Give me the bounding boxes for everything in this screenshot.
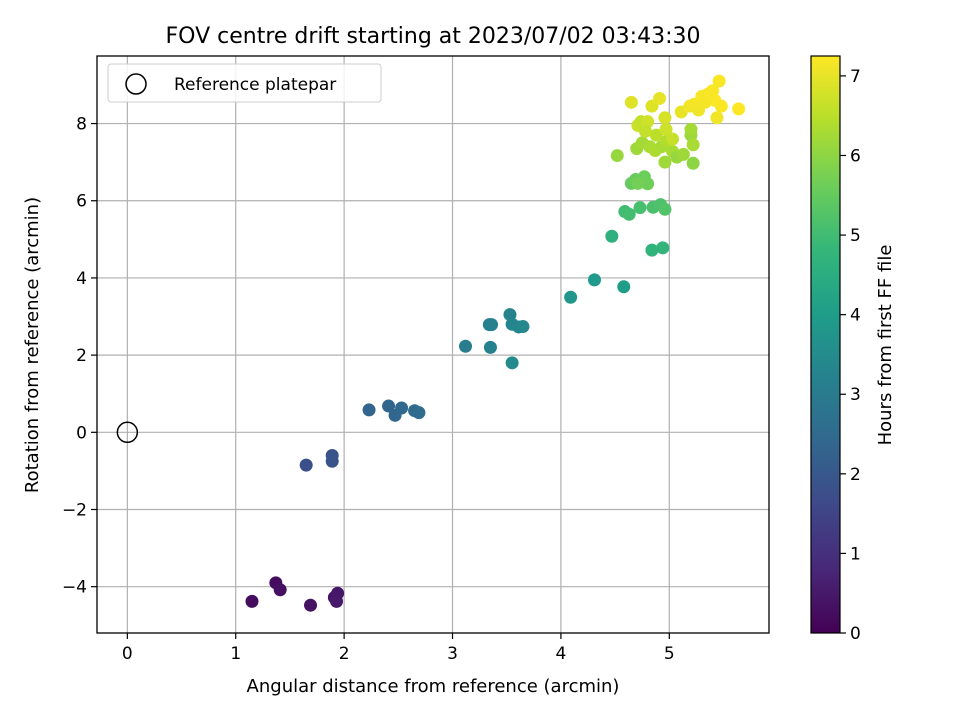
data-point [304, 598, 318, 612]
x-tick-label: 4 [555, 644, 566, 664]
colorbar-tick-label: 6 [850, 146, 861, 166]
data-point [658, 155, 672, 169]
data-point [395, 401, 409, 415]
data-point [676, 147, 690, 161]
data-point [624, 95, 638, 109]
y-tick-label: 2 [76, 346, 87, 366]
data-point [362, 403, 376, 417]
reference-point [116, 421, 139, 444]
data-point [564, 290, 578, 304]
data-point [245, 594, 259, 608]
y-tick-label: 4 [76, 269, 87, 289]
data-point [610, 149, 624, 163]
data-point [698, 95, 712, 109]
data-point [633, 201, 647, 215]
data-point [712, 74, 726, 88]
data-point [505, 356, 519, 370]
data-point [732, 102, 746, 116]
data-points [116, 74, 746, 612]
x-tick-label: 5 [664, 644, 675, 664]
data-point [649, 128, 663, 142]
y-tick-label: 0 [76, 423, 87, 443]
data-point [299, 458, 313, 472]
y-tick-label: −4 [62, 578, 87, 598]
x-axis-label: Angular distance from reference (arcmin) [247, 676, 620, 697]
data-point [617, 280, 631, 294]
data-point [622, 207, 636, 221]
colorbar-tick-label: 0 [850, 624, 861, 644]
y-tick-label: 6 [76, 192, 87, 212]
data-point [684, 122, 698, 136]
data-point [686, 138, 700, 152]
data-point [412, 406, 426, 420]
colorbar: 0 1 2 3 4 5 6 7 Hours from first FF file [810, 55, 896, 644]
colorbar-tick-label: 7 [850, 67, 861, 87]
legend-marker-reference [125, 73, 147, 95]
data-point [686, 156, 700, 170]
data-point [641, 177, 655, 191]
y-axis-ticks: −4 −2 0 2 4 6 8 [62, 115, 97, 598]
data-point [638, 124, 652, 138]
colorbar-gradient [810, 55, 841, 634]
legend-box [107, 63, 382, 103]
legend-label-reference: Reference platepar [174, 75, 336, 95]
y-axis-label: Rotation from reference (arcmin) [22, 197, 43, 493]
data-point [653, 91, 667, 105]
x-tick-label: 0 [122, 644, 133, 664]
data-point [516, 320, 530, 334]
data-point [658, 111, 672, 125]
data-point [330, 594, 344, 608]
colorbar-tick-label: 5 [850, 226, 861, 246]
y-tick-label: −2 [62, 500, 87, 520]
data-point [656, 241, 670, 255]
data-point [714, 99, 728, 113]
x-tick-label: 2 [339, 644, 350, 664]
data-point [659, 122, 673, 136]
data-point [485, 318, 499, 332]
data-point [703, 86, 717, 100]
chart-title: FOV centre drift starting at 2023/07/02 … [166, 24, 701, 49]
colorbar-tick-label: 3 [850, 385, 861, 405]
data-point [666, 132, 680, 146]
colorbar-tick-label: 1 [850, 544, 861, 564]
y-tick-label: 8 [76, 115, 87, 135]
data-point [631, 176, 645, 190]
data-point [382, 399, 396, 413]
data-point [658, 202, 672, 216]
data-point [483, 340, 497, 354]
x-tick-label: 1 [230, 644, 241, 664]
data-point [273, 583, 287, 597]
x-axis-ticks: 0 1 2 3 4 5 [122, 633, 675, 664]
plot-frame [96, 55, 770, 634]
data-point [587, 273, 601, 287]
legend: Reference platepar [107, 63, 382, 103]
colorbar-label: Hours from first FF file [875, 245, 896, 446]
data-point [710, 111, 724, 125]
colorbar-ticks: 0 1 2 3 4 5 6 7 [840, 67, 861, 644]
colorbar-tick-label: 4 [850, 306, 861, 326]
data-point [605, 229, 619, 243]
data-point [325, 454, 339, 468]
data-point [459, 339, 473, 353]
data-point [645, 243, 659, 257]
colorbar-tick-label: 2 [850, 465, 861, 485]
x-tick-label: 3 [447, 644, 458, 664]
